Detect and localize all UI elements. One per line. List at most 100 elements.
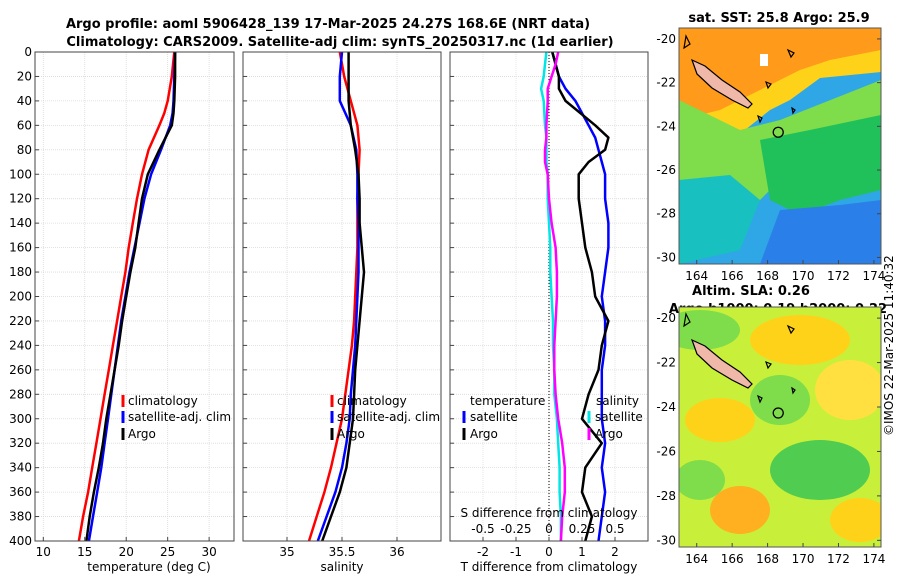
x-tick-label: 25 [160,545,175,559]
x-top-tick-label: -0.5 [471,522,494,536]
map-y-tick-label: -30 [656,533,676,547]
legend-title-temperature: temperature [470,394,545,408]
x-tick-label: 20 [119,545,134,559]
sla-high-3 [685,398,755,442]
sla-low-1 [679,310,740,350]
map-y-tick-label: -20 [656,311,676,325]
series-line-s-argo [543,52,567,541]
series-line-argo [321,52,366,541]
temperature-panel: 10 15 20 25 30020406080100120140160180200220… [9,45,235,559]
sla-low-3 [750,375,810,425]
map-x-tick-label: 172 [827,269,850,283]
map-y-tick-label: -22 [656,356,676,370]
series-group [307,52,366,541]
map-y-tick-label: -26 [656,444,676,458]
y-tick-label: 280 [9,387,32,401]
series-group [77,52,177,541]
map-x-tick-label: 166 [721,269,744,283]
y-tick-label: 140 [9,216,32,230]
sst-map-frame [678,27,882,265]
y-tick-label: 40 [17,94,32,108]
series-line-climatology [307,52,361,541]
y-tick-label: 200 [9,290,32,304]
x-top-tick-label: 0 [545,522,553,536]
y-tick-label: 320 [9,436,32,450]
difference-legend: temperature satellite Argo salinity sate… [462,394,643,441]
x-tick-label: 36 [389,545,404,559]
map-x-tick-label: 164 [685,552,708,566]
x-tick-label: 0 [545,545,553,559]
sst-green-region [760,115,881,215]
map-x-tick-label: 170 [792,269,815,283]
legend-label-argo: Argo [128,427,156,441]
new-caledonia-land [690,338,753,389]
x-tick-label: 10 [36,545,51,559]
axes-frame [34,51,235,542]
sla-low-2 [770,440,870,500]
map-x-tick-label: 166 [721,552,744,566]
y-tick-label: 80 [17,143,32,157]
x-tick-label: 35.5 [329,545,356,559]
y-tick-label: 180 [9,265,32,279]
map-x-tick-label: 170 [792,552,815,566]
legend-label-argo: Argo [337,427,365,441]
x-tick-label: 35 [279,545,294,559]
argo-position-marker [772,126,784,138]
y-tick-label: 240 [9,338,32,352]
legend-label-t-satellite: satellite [470,410,518,424]
y-tick-label: 100 [9,167,32,181]
map-y-tick-label: -30 [656,250,676,264]
x-tick-label: 2 [611,545,619,559]
map-y-tick-label: -28 [656,489,676,503]
sla-map-title-line1: Altim. SLA: 0.26 [692,284,810,299]
sst-cool-region [760,200,881,264]
y-tick-label: 400 [9,534,32,548]
map-x-tick-label: 168 [756,269,779,283]
map-y-tick-label: -24 [656,400,676,414]
figure-title-line1: Argo profile: aoml 5906428_139 17-Mar-20… [66,17,590,32]
grid [243,51,441,542]
legend-label-s-argo: Argo [595,427,623,441]
salinity-panel: 35 35.5 36 [242,51,442,559]
sst-map-title: sat. SST: 25.8 Argo: 25.9 [688,11,869,26]
y-tick-label: 60 [17,118,32,132]
sst-cyan-region [679,175,760,264]
map-y-tick-label: -26 [656,163,676,177]
legend-label-satellite: satellite-adj. clim [128,410,231,424]
sla-high-4 [710,486,770,534]
sla-low-4 [679,460,725,500]
sst-map: 164 166 168 170 172 174 -20 -22 -24 -26 -28 -30 [656,27,885,283]
sla-map-frame [678,306,882,548]
x-top-tick-label: 0.25 [569,522,596,536]
map-y-tick-label: -24 [656,119,676,133]
temperature-xlabel: temperature (deg C) [87,560,210,574]
series-line-s-satellite [539,52,563,541]
difference-xlabel: T difference from climatology [460,560,638,574]
x-tick-label: -2 [477,545,489,559]
x-top-tick-label: 0.5 [605,522,624,536]
legend-label-t-argo: Argo [470,427,498,441]
y-tick-label: 0 [24,45,32,59]
x-tick-label: -1 [510,545,522,559]
map-y-tick-label: -20 [656,32,676,46]
new-caledonia-land [690,58,753,109]
difference-xlabel-top: S difference from climatology [461,506,638,520]
map-y-tick-label: -28 [656,207,676,221]
x-tick-label: 1 [578,545,586,559]
salinity-legend: climatology satellite-adj. clim Argo [330,394,440,441]
series-line-t-satellite [551,52,610,541]
y-tick-label: 340 [9,461,32,475]
map-x-tick-label: 164 [685,269,708,283]
sla-high-2 [815,360,881,420]
map-y-tick-label: -22 [656,76,676,90]
series-line-climatology [77,52,176,541]
difference-panel: -2 -1 0 1 2 -0.5 -0.25 0 0.25 0.5 [449,51,649,559]
x-tick-label: 30 [201,545,216,559]
series-group [539,52,610,541]
figure-title-line2: Climatology: CARS2009. Satellite-adj cli… [66,35,613,50]
legend-label-climatology: climatology [337,394,407,408]
y-tick-label: 120 [9,192,32,206]
series-line-t-argo [551,52,610,541]
temperature-legend: climatology satellite-adj. clim Argo [121,394,231,441]
